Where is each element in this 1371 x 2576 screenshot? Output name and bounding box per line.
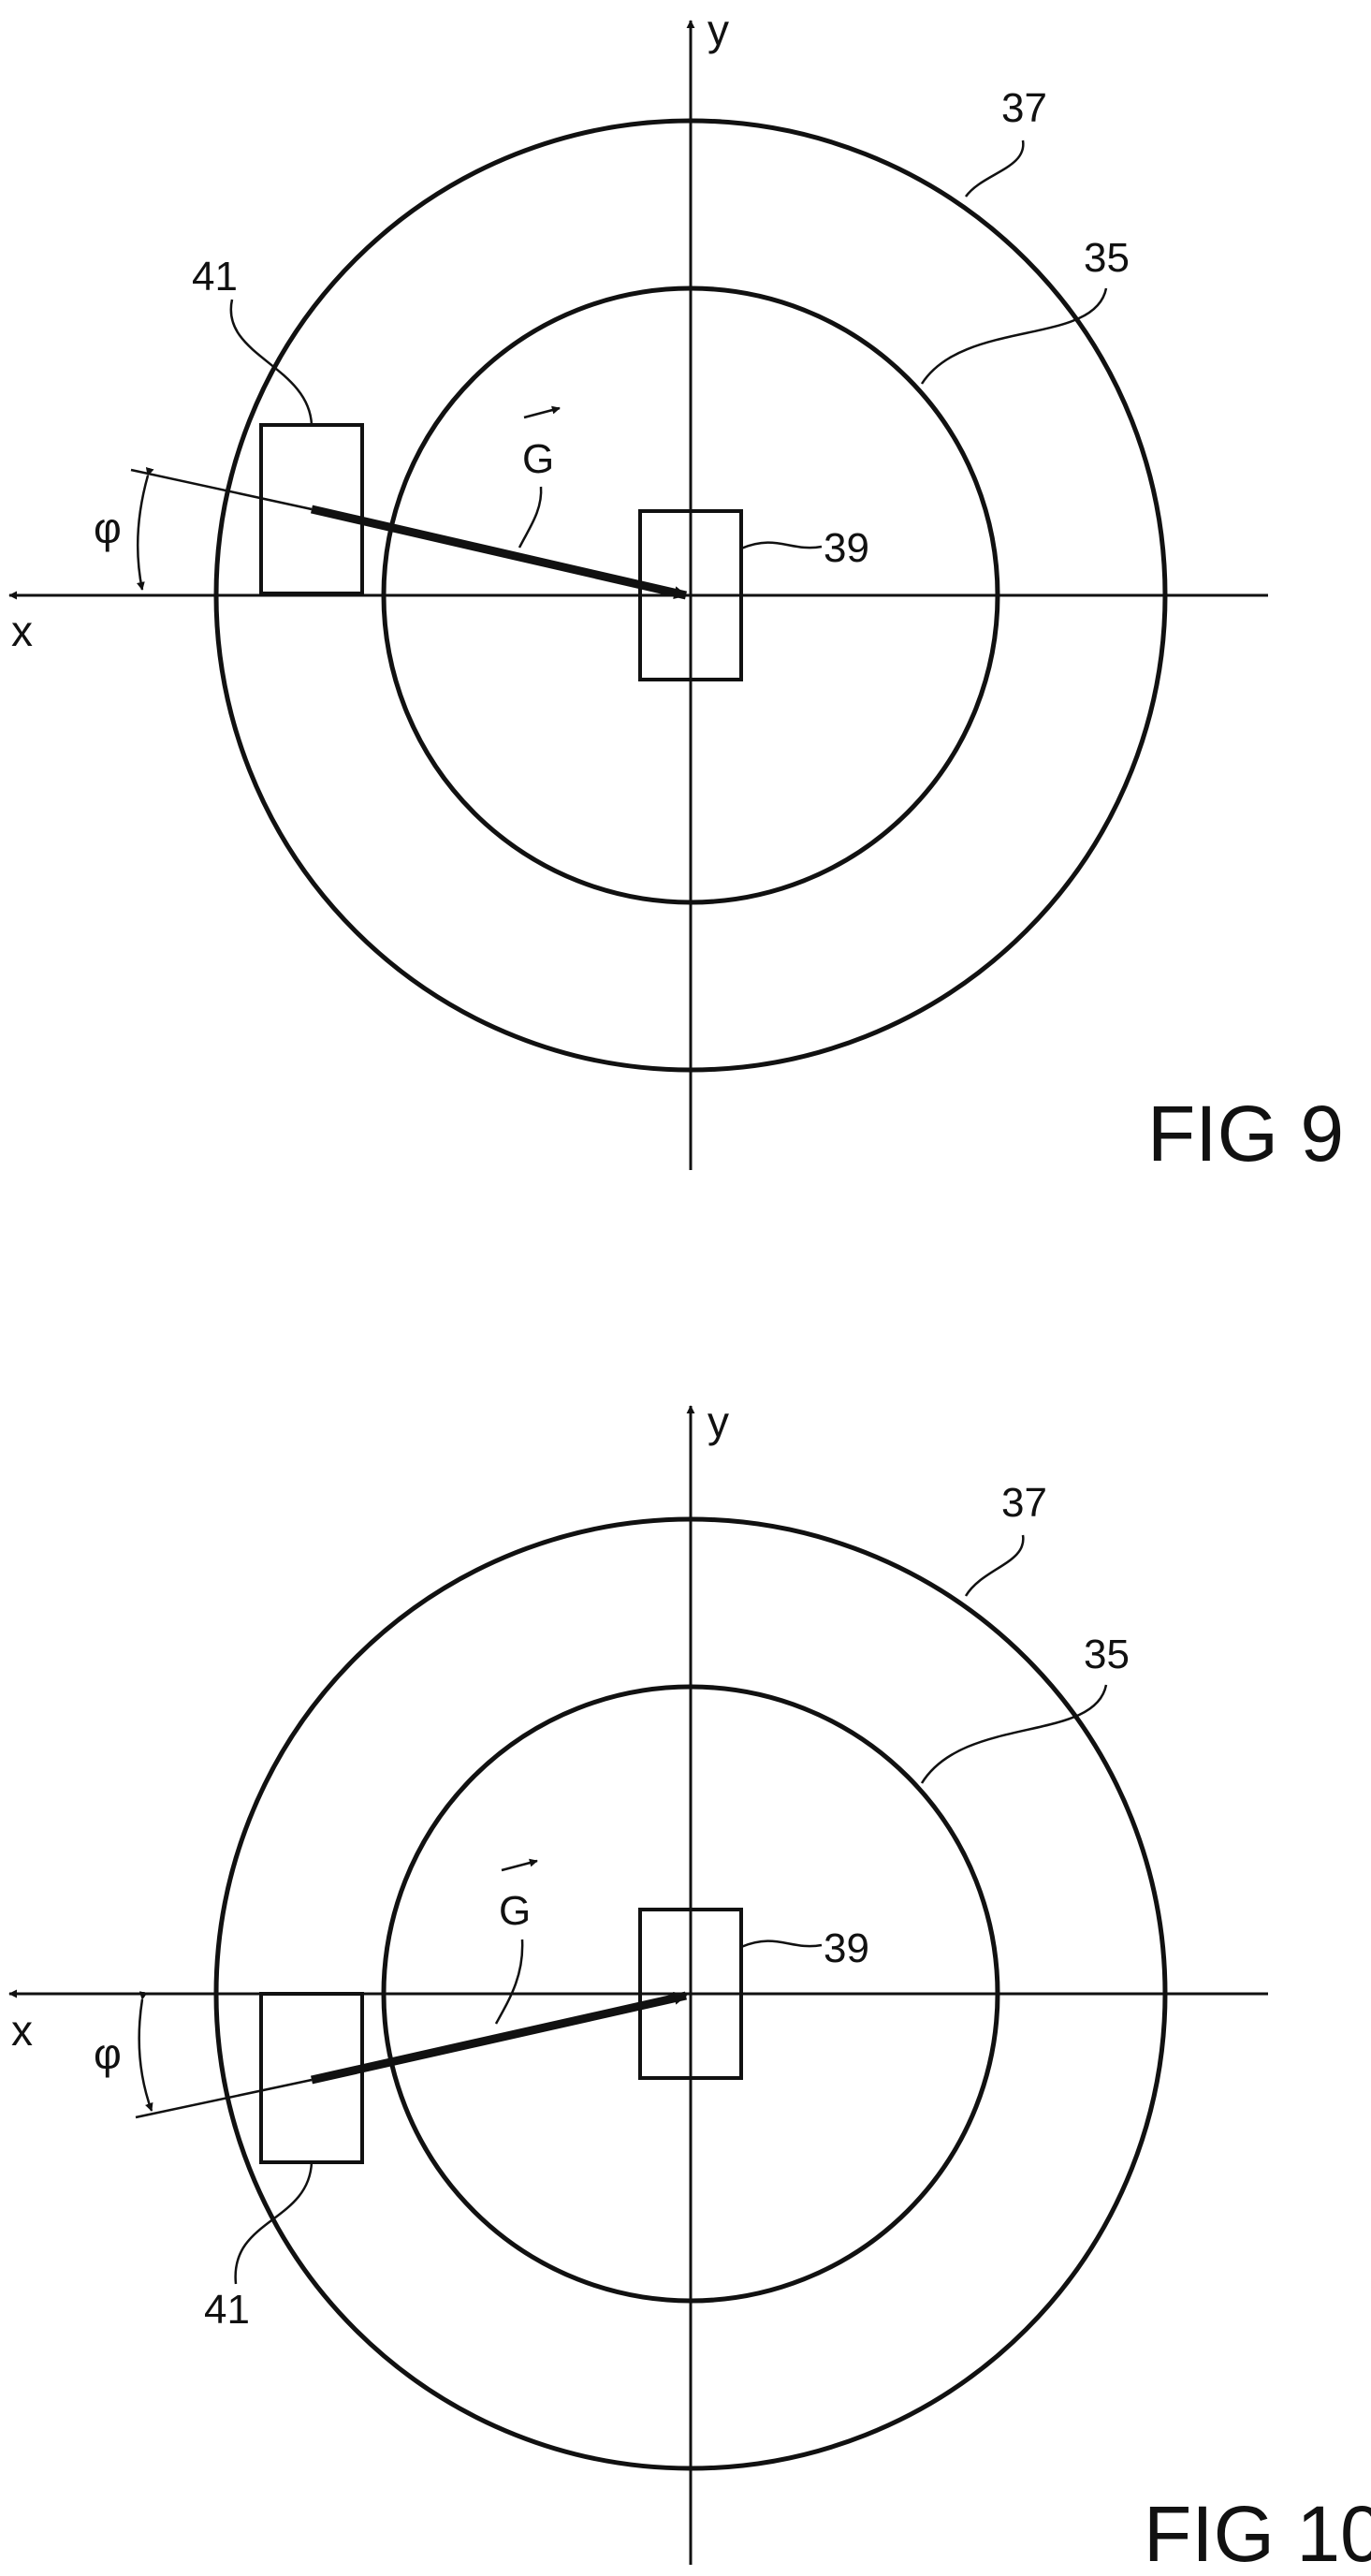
ref-39: 39 (824, 525, 869, 571)
ref-35: 35 (1084, 235, 1130, 281)
leader-39 (741, 1941, 822, 1947)
figure-10: y x G φ 37 35 39 41 FIG 10 (9, 1398, 1371, 2576)
leader-37 (966, 140, 1023, 197)
leader-vector-g (519, 487, 541, 548)
leader-39 (741, 543, 822, 549)
figure-caption: FIG 10 (1144, 2490, 1371, 2576)
y-axis-label: y (707, 6, 729, 54)
leader-41 (231, 300, 312, 425)
ref-39: 39 (824, 1925, 869, 1971)
leader-35 (922, 288, 1106, 384)
ref-41: 41 (192, 254, 238, 300)
x-axis-label: x (11, 2006, 33, 2055)
vector-g-overarrow (502, 1861, 537, 1870)
angle-phi-label: φ (94, 2029, 122, 2078)
vector-g (312, 1996, 686, 2080)
vector-g (312, 509, 686, 595)
leader-37 (966, 1535, 1023, 1596)
ref-37: 37 (1001, 1480, 1047, 1526)
vector-g-overarrow (524, 408, 560, 417)
angle-reference-line (131, 470, 312, 509)
vector-g-label: G (499, 1888, 531, 1934)
figure-9: y x G φ 37 35 39 41 FIG 9 (9, 6, 1344, 1178)
ref-41: 41 (204, 2287, 250, 2333)
ref-37: 37 (1001, 85, 1047, 131)
angle-phi-label: φ (94, 504, 122, 552)
x-axis-label: x (11, 607, 33, 655)
y-axis-label: y (707, 1398, 729, 1446)
leader-35 (922, 1685, 1106, 1783)
angle-arc (139, 1999, 152, 2111)
ref-35: 35 (1084, 1632, 1130, 1677)
figure-caption: FIG 9 (1147, 1090, 1344, 1178)
vector-g-label: G (522, 436, 554, 482)
leader-vector-g (496, 1939, 522, 2024)
angle-arc (138, 476, 148, 590)
